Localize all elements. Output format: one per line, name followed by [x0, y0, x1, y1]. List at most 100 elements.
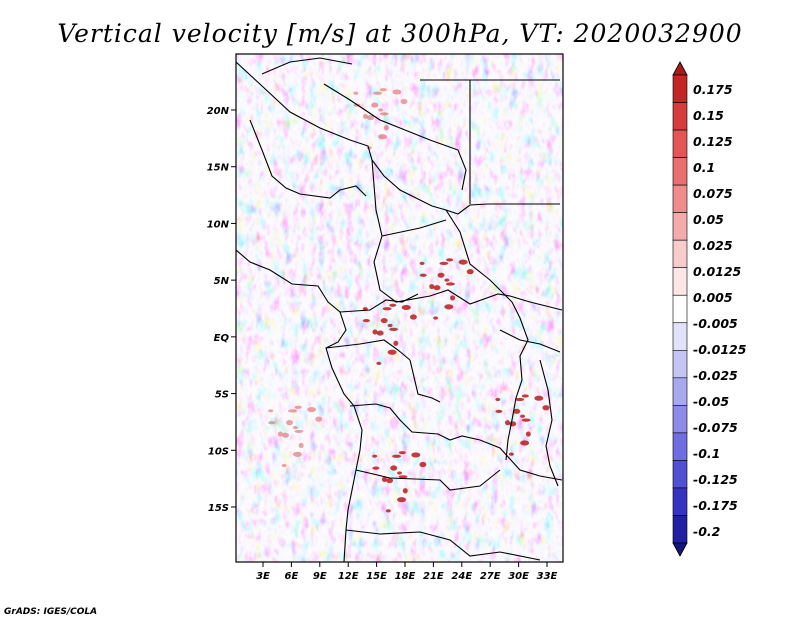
convective-cell: [402, 488, 408, 494]
convective-cell: [450, 295, 456, 301]
convective-cell: [362, 307, 368, 311]
colorbar-segment: [672, 102, 688, 131]
colorbar-label: -0.05: [693, 394, 729, 409]
convective-cell: [372, 454, 378, 458]
convective-cell: [444, 304, 454, 310]
colorbar-bottom-arrow: [672, 542, 688, 557]
convective-cell: [515, 397, 525, 402]
map-frame: [235, 53, 564, 563]
x-axis: 3E 6E 9E 12E 15E 18E 21E 24E 27E 30E 33E: [256, 562, 558, 582]
colorbar-segment: [672, 157, 688, 186]
colorbar-label: -0.025: [693, 368, 738, 383]
convective-cell: [383, 125, 389, 131]
convective-cell: [446, 258, 454, 262]
convective-cell: [268, 409, 274, 413]
country-borders: [236, 57, 563, 562]
y-tick-label: 10N: [207, 219, 230, 230]
convective-cell: [389, 303, 397, 307]
convective-cell: [392, 89, 402, 95]
convective-cell: [379, 112, 389, 116]
convective-cell: [508, 452, 514, 456]
x-tick-label: 33E: [537, 571, 558, 582]
colorbar-label: -0.175: [693, 498, 738, 513]
convective-cell: [444, 278, 450, 282]
convective-cell: [419, 273, 427, 277]
convective-cell: [371, 102, 379, 108]
convective-cell: [409, 314, 417, 320]
convective-cell: [382, 307, 392, 311]
colorbar-label: -0.075: [693, 420, 738, 435]
y-tick-label: 5N: [214, 276, 230, 287]
colorbar-segment: [672, 432, 688, 461]
convective-cell: [292, 451, 302, 457]
y-tick-label: 10S: [208, 446, 229, 457]
colorbar-segment: [672, 405, 688, 434]
convective-cell: [376, 330, 384, 336]
x-tick-label: 24E: [451, 571, 472, 582]
colorbar-label: 0.005: [693, 290, 733, 305]
convective-cell: [386, 477, 394, 484]
convective-cell: [411, 452, 421, 458]
convective-cell: [505, 420, 511, 426]
convective-cell: [458, 259, 468, 265]
colorbar-segment: [672, 184, 688, 213]
convective-cell: [513, 408, 521, 414]
colorbar-label: 0.075: [693, 186, 733, 201]
x-tick-label: 27E: [480, 571, 501, 582]
convective-cell: [381, 476, 387, 483]
grads-credit: GrADS: IGES/COLA: [4, 607, 97, 617]
convective-cell: [307, 406, 317, 413]
convective-cell: [521, 418, 531, 422]
convective-cell: [294, 405, 302, 409]
map-area: [236, 54, 563, 562]
convective-cell: [282, 432, 290, 438]
convective-cell: [378, 134, 388, 140]
convective-cell: [437, 272, 445, 278]
colorbar-segment: [672, 267, 688, 296]
colorbar-top-arrow: [672, 61, 688, 76]
convective-cell: [521, 394, 529, 398]
colorbar-segment: [672, 74, 688, 103]
convective-cell: [419, 461, 427, 468]
convective-cell: [367, 114, 375, 121]
colorbar-label: -0.005: [693, 316, 738, 331]
convective-cell: [520, 440, 530, 446]
convective-cell: [495, 397, 501, 402]
chart-title: Vertical velocity [m/s] at 300hPa, VT: 2…: [57, 19, 742, 48]
colorbar-segment: [672, 322, 688, 351]
convective-cell: [419, 261, 425, 265]
convective-cell: [372, 329, 378, 335]
convective-cell: [287, 409, 297, 413]
colorbar-segment: [672, 487, 688, 516]
colorbar-label: 0.1: [693, 160, 715, 175]
colorbar-segment: [672, 294, 688, 324]
convective-cell: [353, 91, 359, 95]
colorbar-label: 0.0125: [693, 264, 742, 279]
convective-cell: [387, 349, 397, 355]
convective-cell: [385, 509, 391, 513]
y-axis: 20N 15N 10N 5N EQ 5S 10S 15S: [207, 106, 236, 514]
convective-cell: [542, 405, 550, 411]
convective-cell: [292, 426, 298, 430]
colorbar-label: -0.125: [693, 472, 738, 487]
convective-cell: [433, 285, 441, 291]
x-tick-label: 21E: [423, 571, 444, 582]
convective-cell: [389, 327, 399, 331]
colorbar-label: 0.15: [693, 108, 724, 123]
colorbar-label: -0.0125: [693, 342, 747, 357]
convective-cell: [520, 414, 526, 418]
convective-cell: [362, 319, 370, 323]
convective-cell: [401, 304, 411, 311]
convective-cell: [466, 269, 474, 275]
convective-cell: [397, 471, 403, 475]
convective-cell: [398, 451, 406, 455]
colorbar-segment: [672, 129, 688, 158]
colorbar: 0.175 0.15 0.125 0.1 0.075 0.05 0.025 0.0125 0.0…: [672, 61, 747, 557]
colorbar-segment: [672, 349, 688, 379]
colorbar-label: -0.1: [693, 446, 720, 461]
convective-cell: [372, 466, 380, 470]
convective-cell: [398, 475, 408, 479]
convective-cell: [509, 421, 517, 427]
x-tick-label: 3E: [256, 571, 270, 582]
